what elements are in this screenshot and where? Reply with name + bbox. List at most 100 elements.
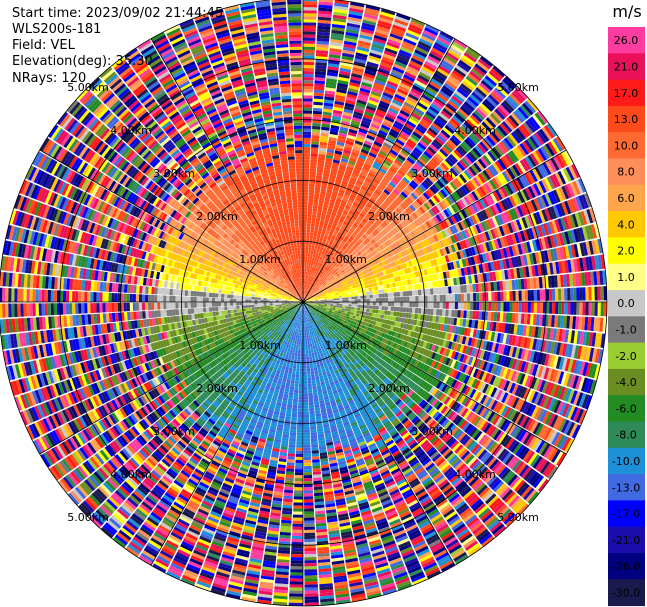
velocity-gate <box>389 213 396 221</box>
velocity-gate <box>333 8 348 14</box>
velocity-gate <box>306 281 309 285</box>
velocity-gate <box>399 166 408 174</box>
velocity-gate <box>309 289 312 293</box>
velocity-gate <box>303 104 313 108</box>
velocity-gate <box>438 164 447 174</box>
velocity-gate <box>405 290 410 297</box>
velocity-gate <box>379 167 387 175</box>
velocity-gate <box>327 261 332 265</box>
velocity-gate <box>362 19 377 26</box>
velocity-gate <box>384 226 390 233</box>
velocity-gate <box>358 190 365 197</box>
velocity-gate <box>321 123 331 128</box>
velocity-gate <box>391 302 395 307</box>
velocity-gate <box>400 46 413 55</box>
velocity-gate <box>365 137 374 144</box>
velocity-gate <box>334 153 342 158</box>
velocity-gate <box>326 246 331 251</box>
velocity-gate <box>419 38 433 47</box>
velocity-gate <box>358 244 364 249</box>
velocity-gate <box>362 218 368 224</box>
velocity-gate <box>350 309 354 313</box>
velocity-gate <box>457 302 462 310</box>
velocity-gate <box>385 233 392 239</box>
velocity-gate <box>321 299 325 301</box>
velocity-gate <box>434 182 442 191</box>
velocity-gate <box>308 192 314 197</box>
velocity-gate <box>432 44 447 54</box>
velocity-gate <box>415 302 419 308</box>
velocity-gate <box>318 280 322 284</box>
velocity-gate <box>472 65 486 77</box>
velocity-gate <box>303 296 306 300</box>
velocity-gate <box>307 253 311 257</box>
velocity-gate <box>443 173 452 183</box>
velocity-gate <box>500 80 513 93</box>
velocity-gate <box>340 226 346 231</box>
velocity-gate <box>442 57 456 67</box>
velocity-gate <box>381 202 388 209</box>
velocity-gate <box>365 202 373 209</box>
velocity-gate <box>328 139 337 145</box>
velocity-gate <box>336 141 345 147</box>
velocity-gate <box>304 293 306 297</box>
velocity-gate <box>304 293 307 297</box>
velocity-gate <box>333 109 343 115</box>
velocity-gate <box>567 302 571 315</box>
velocity-gate <box>351 245 357 251</box>
velocity-gate <box>303 283 305 287</box>
velocity-gate <box>594 302 598 316</box>
velocity-gate <box>348 13 363 20</box>
velocity-gate <box>384 115 395 123</box>
velocity-gate <box>388 297 392 302</box>
velocity-gate <box>318 147 327 152</box>
velocity-gate <box>394 18 409 27</box>
velocity-gate <box>438 33 453 44</box>
velocity-gate <box>337 275 342 279</box>
velocity-gate <box>357 157 366 163</box>
velocity-gate <box>379 193 387 200</box>
velocity-gate <box>415 104 427 113</box>
velocity-gate <box>409 60 422 69</box>
velocity-gate <box>492 89 504 101</box>
velocity-gate <box>457 310 461 318</box>
velocity-gate <box>303 58 315 63</box>
velocity-gate <box>345 240 351 246</box>
velocity-gate <box>470 149 480 160</box>
velocity-gate <box>348 128 358 134</box>
velocity-gate <box>372 309 376 313</box>
velocity-gate <box>319 274 323 278</box>
velocity-gate <box>444 158 454 167</box>
velocity-gate <box>347 250 353 255</box>
velocity-gate <box>461 123 472 134</box>
velocity-gate <box>402 285 406 291</box>
velocity-gate <box>483 119 495 131</box>
velocity-gate <box>395 90 407 99</box>
velocity-gate <box>318 1 333 6</box>
velocity-gate <box>305 271 308 275</box>
velocity-gate <box>398 193 406 201</box>
velocity-gate <box>579 302 583 316</box>
velocity-gate <box>370 194 378 201</box>
velocity-gate <box>303 186 309 190</box>
velocity-gate <box>453 67 467 78</box>
velocity-gate <box>430 288 434 295</box>
velocity-gate <box>382 211 389 218</box>
velocity-gate <box>353 61 366 67</box>
velocity-gate <box>321 279 325 283</box>
velocity-gate <box>313 196 320 200</box>
velocity-gate <box>347 16 362 23</box>
velocity-gate <box>352 67 364 73</box>
velocity-gate <box>435 95 447 105</box>
velocity-gate <box>402 312 406 318</box>
velocity-gate <box>305 297 308 300</box>
velocity-gate <box>490 91 502 104</box>
velocity-gate <box>345 306 349 309</box>
velocity-gate <box>414 289 419 296</box>
velocity-gate <box>304 280 307 284</box>
velocity-gate <box>336 88 347 94</box>
velocity-gate <box>409 296 413 302</box>
velocity-gate <box>395 15 410 24</box>
velocity-gate <box>433 120 444 129</box>
velocity-gate <box>402 307 407 313</box>
